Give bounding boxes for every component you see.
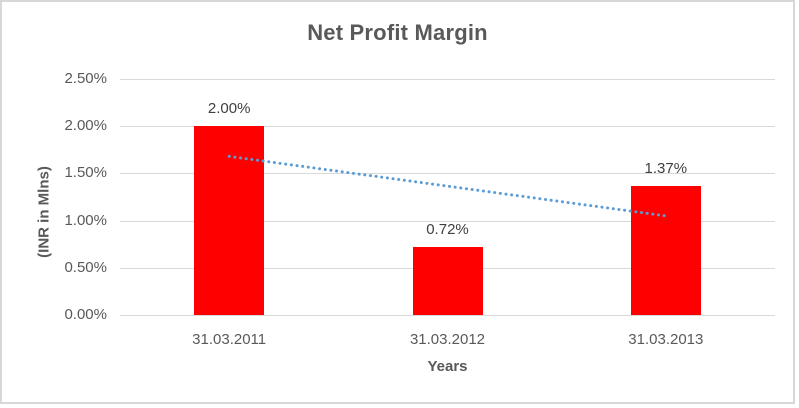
gridline xyxy=(120,220,775,222)
x-tick-label: 31.03.2012 xyxy=(409,331,486,348)
x-tick-label: 31.03.2011 xyxy=(192,331,267,348)
y-tick-label: 0.00% xyxy=(64,306,107,323)
bar xyxy=(194,126,265,315)
y-tick-label: 1.00% xyxy=(64,211,107,229)
x-axis-title: Years xyxy=(427,358,468,375)
y-tick-label: 1.50% xyxy=(64,164,107,182)
y-tick-label: 2.00% xyxy=(64,117,107,135)
bar-data-label: 0.72% xyxy=(426,221,469,239)
gridline xyxy=(120,315,775,316)
bar-data-label: 1.37% xyxy=(644,159,688,177)
gridline xyxy=(120,79,775,80)
bar xyxy=(412,247,483,315)
gridline xyxy=(120,126,775,128)
x-tick-label: 31.03.2013 xyxy=(628,331,704,348)
y-tick-label: 0.50% xyxy=(64,258,107,276)
bar-data-label: 2.00% xyxy=(207,100,251,118)
chart-title: Net Profit Margin xyxy=(307,20,488,45)
bar xyxy=(630,185,701,315)
y-tick-label: 2.50% xyxy=(64,70,107,87)
